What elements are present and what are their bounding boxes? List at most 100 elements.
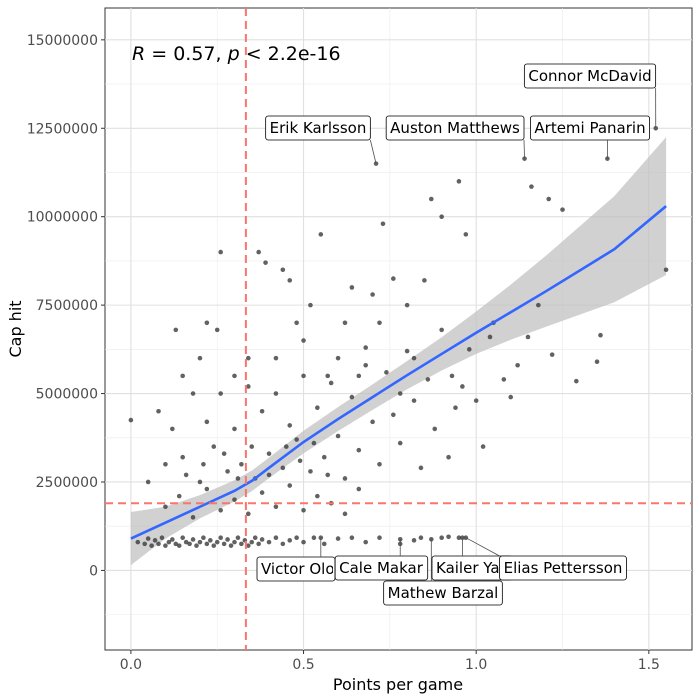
label-leader-line — [369, 139, 377, 164]
data-point — [266, 451, 272, 456]
y-tick-label: 5000000 — [36, 387, 98, 403]
data-point — [325, 472, 331, 478]
data-point — [422, 278, 427, 283]
data-point — [598, 332, 603, 338]
data-point — [446, 454, 451, 460]
fit-line — [130, 205, 667, 540]
data-point — [411, 398, 417, 403]
x-tick-label: 0.0 — [120, 657, 142, 673]
data-point — [180, 454, 185, 460]
data-point — [356, 486, 362, 492]
data-point — [404, 348, 410, 354]
data-point — [235, 476, 241, 481]
data-point — [204, 486, 210, 492]
data-point — [342, 320, 348, 326]
data-point — [449, 373, 455, 379]
label-box — [385, 115, 525, 141]
data-point — [287, 538, 293, 543]
data-point — [214, 539, 220, 545]
data-point — [187, 541, 192, 547]
y-tick-label: 0 — [89, 563, 98, 579]
data-point — [245, 511, 251, 517]
data-point — [204, 541, 210, 547]
data-point — [149, 543, 154, 548]
data-point — [273, 391, 279, 396]
data-point — [311, 535, 317, 540]
data-point — [287, 423, 293, 428]
data-point — [335, 536, 341, 541]
data-point — [321, 541, 327, 547]
x-tick-label: 1.0 — [465, 657, 487, 673]
data-point — [163, 543, 168, 548]
data-point — [170, 537, 175, 542]
data-point — [249, 539, 255, 545]
data-point — [439, 535, 444, 540]
data-point — [663, 267, 669, 273]
data-point — [411, 538, 417, 543]
data-point — [142, 541, 148, 547]
data-point — [221, 451, 227, 456]
data-point — [391, 412, 396, 418]
r-symbol: R — [132, 43, 145, 65]
player-label: Artemi Panarin — [529, 115, 651, 159]
data-point — [170, 426, 175, 432]
data-point — [135, 539, 141, 545]
data-point — [204, 419, 210, 425]
data-point — [301, 373, 306, 379]
data-point — [173, 327, 179, 333]
player-label-text: Mathew Barzal — [388, 584, 499, 602]
data-point — [456, 535, 462, 540]
data-point — [266, 539, 272, 545]
data-point — [204, 320, 210, 326]
player-label-text: Victor Olofsson — [261, 560, 374, 578]
data-point — [480, 444, 486, 449]
p-value: < 2.2e-16 — [240, 43, 341, 65]
data-point — [560, 207, 565, 212]
data-point — [194, 543, 199, 548]
data-point — [508, 394, 514, 400]
data-point — [252, 535, 258, 540]
data-point — [266, 472, 272, 478]
data-point — [280, 541, 286, 547]
data-point — [156, 408, 161, 414]
y-tick-label: 7500000 — [36, 298, 98, 314]
data-point — [273, 504, 279, 510]
player-label-text: Erik Karlsson — [270, 119, 367, 137]
data-point — [549, 352, 555, 357]
data-point — [232, 373, 237, 379]
data-point — [201, 535, 206, 540]
data-point — [536, 302, 541, 308]
data-point — [280, 465, 286, 471]
data-point — [529, 184, 534, 189]
player-label-text: Artemi Panarin — [534, 119, 645, 137]
data-point — [159, 535, 165, 540]
data-point — [301, 539, 306, 545]
r-value: = 0.57, — [145, 43, 227, 65]
data-point — [446, 534, 451, 540]
data-point — [287, 483, 293, 488]
data-point — [180, 535, 185, 540]
data-point — [176, 543, 182, 548]
data-point — [145, 479, 151, 485]
data-point — [453, 405, 458, 411]
data-point — [211, 543, 217, 548]
data-point — [397, 440, 403, 446]
data-point — [232, 426, 237, 432]
data-point — [249, 444, 255, 449]
data-point — [429, 196, 434, 202]
player-label: Connor McDavid — [523, 63, 657, 129]
label-leader-line — [523, 139, 525, 159]
data-point — [280, 267, 286, 273]
data-point — [218, 249, 223, 255]
data-point — [335, 355, 341, 361]
data-point — [128, 417, 134, 423]
y-tick-label: 12500000 — [27, 121, 98, 137]
data-point — [190, 515, 196, 520]
data-point — [439, 214, 444, 219]
axis-ticks: 0.0 0.5 1.0 1.5 0 2500000 5000000 7500000 100000… — [27, 33, 660, 673]
data-point — [373, 161, 379, 166]
data-point — [256, 249, 261, 255]
label-box — [523, 63, 657, 89]
data-point — [356, 373, 362, 379]
